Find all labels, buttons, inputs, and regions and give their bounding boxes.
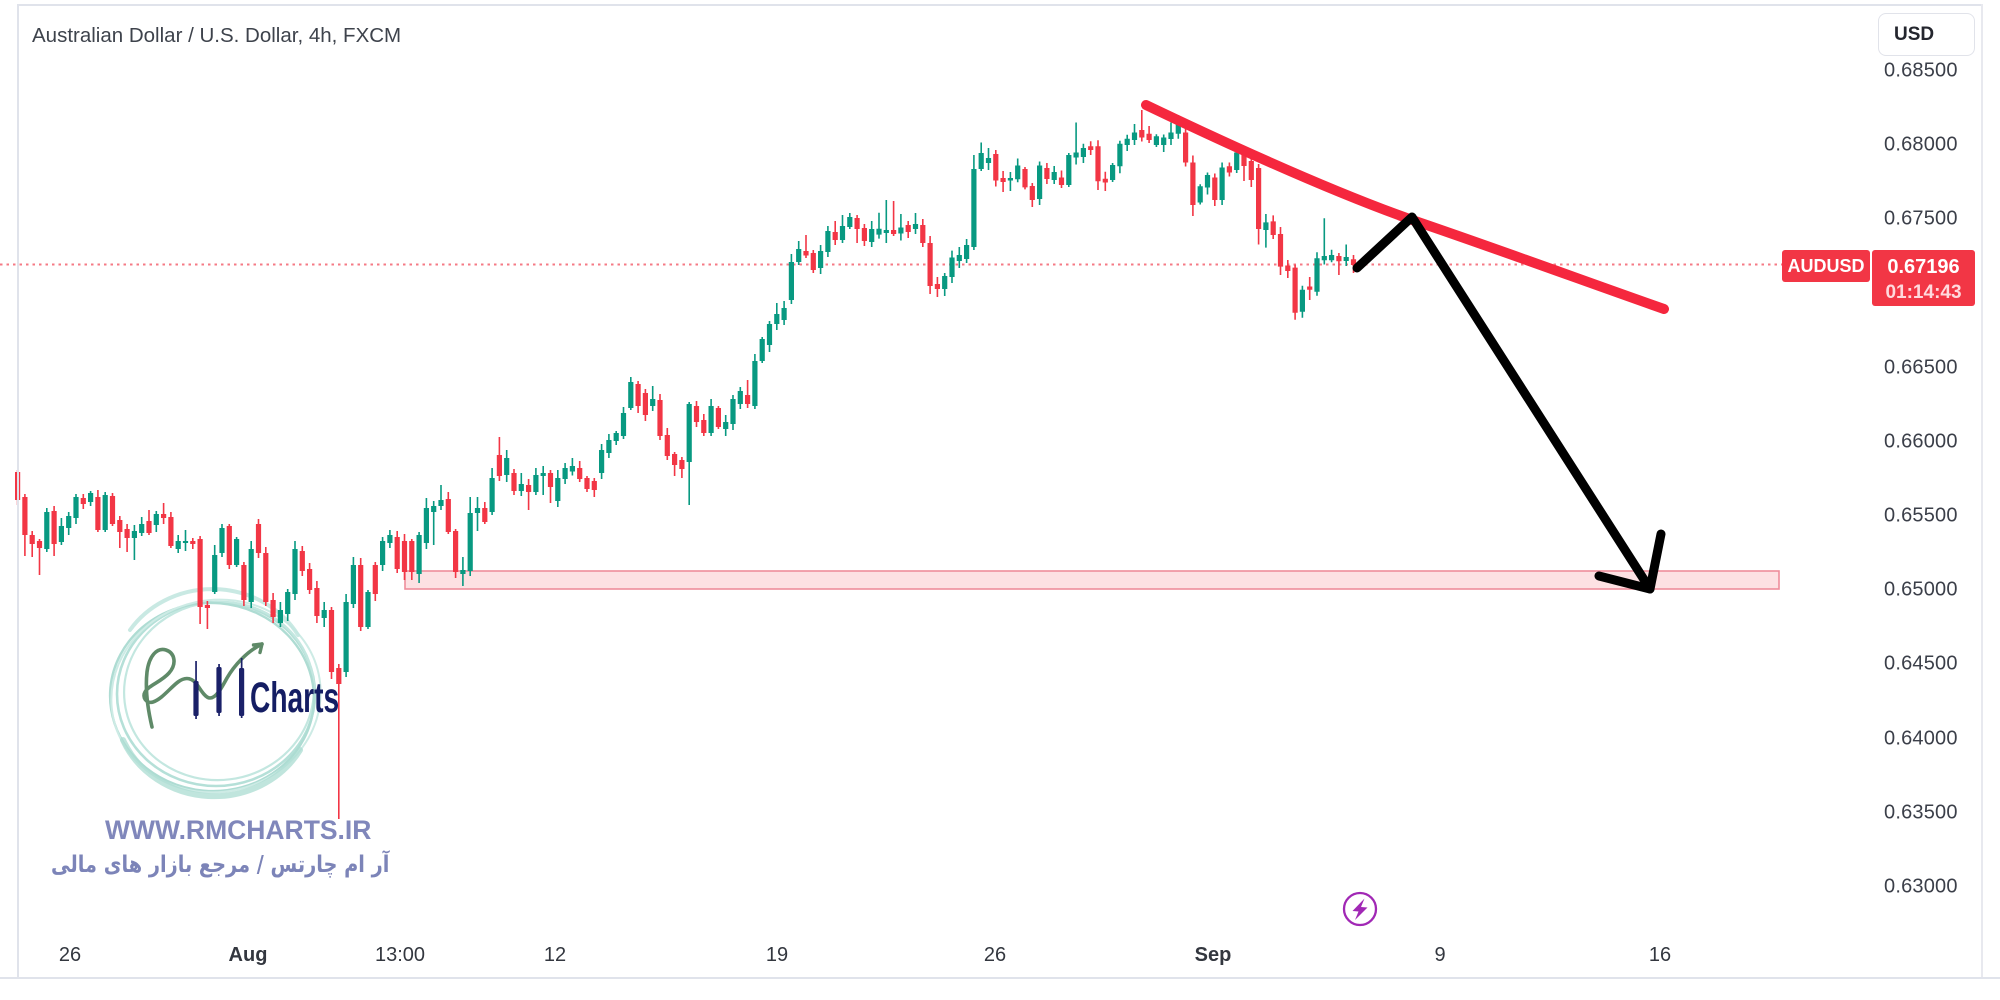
svg-text:Charts: Charts [250,673,339,722]
